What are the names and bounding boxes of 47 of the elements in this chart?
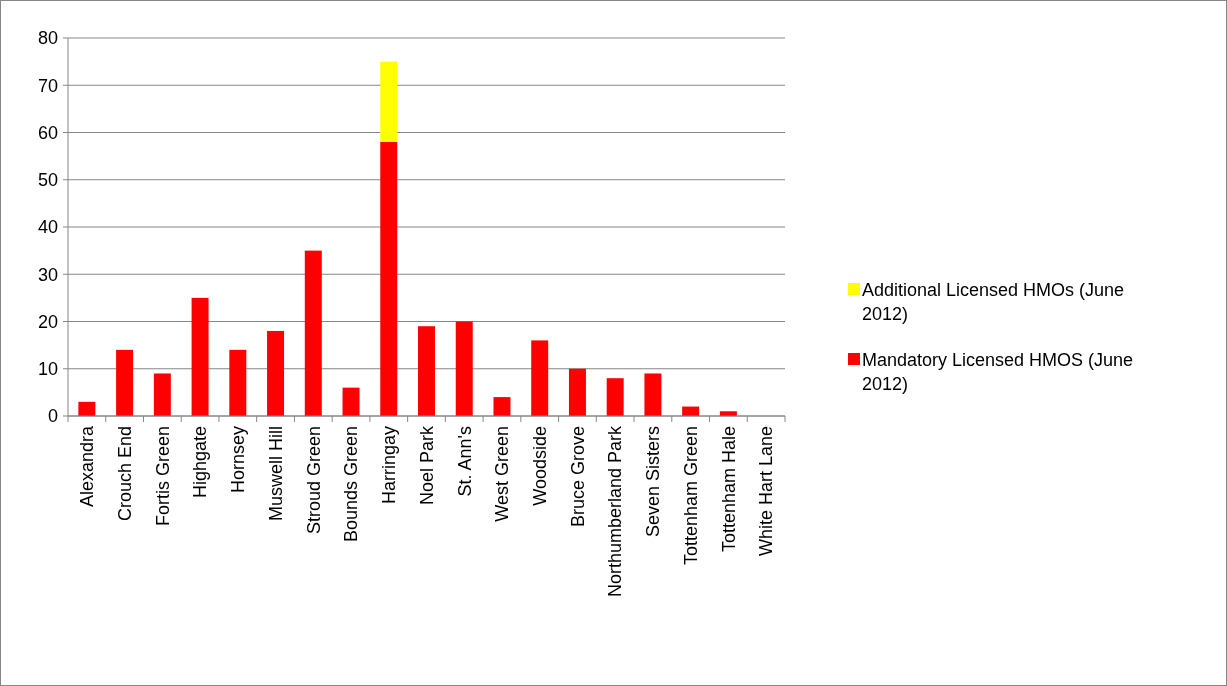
bar [116, 349, 134, 416]
bar [606, 378, 624, 416]
x-tick-label: Tottenham Hale [718, 426, 739, 553]
y-tick-label: 70 [37, 75, 58, 96]
y-tick-label: 10 [37, 359, 58, 380]
x-tick-label: Bounds Green [341, 426, 362, 543]
bar [644, 373, 662, 416]
y-tick-label: 0 [47, 406, 58, 427]
y-tick-label: 60 [37, 122, 58, 143]
bar [229, 349, 247, 416]
x-tick-label: Fortis Green [152, 426, 173, 527]
legend-label: Mandatory Licensed HMOS (June 2012) [862, 350, 1134, 395]
y-tick-label: 50 [37, 170, 58, 191]
x-tick-label: Seven Sisters [643, 426, 664, 538]
x-tick-label: Harringay [379, 426, 400, 505]
bar [531, 340, 549, 416]
x-tick-label: Northumberland Park [605, 425, 626, 598]
bar [191, 297, 209, 416]
bar [418, 326, 435, 416]
x-tick-label: Stroud Green [303, 426, 324, 535]
x-tick-label: Bruce Grove [567, 426, 588, 528]
x-tick-label: Muswell Hill [265, 426, 286, 522]
x-tick-label: Woodside [530, 426, 551, 506]
x-tick-label: West Green [492, 426, 513, 522]
y-tick-label: 30 [37, 264, 58, 285]
x-tick-label: Hornsey [228, 426, 249, 494]
x-tick-label: Alexandra [77, 425, 98, 508]
bar [267, 330, 285, 416]
y-tick-label: 40 [37, 217, 58, 238]
bar [568, 368, 586, 416]
x-tick-label: St. Ann's [454, 426, 475, 497]
x-tick-label: Noel Park [416, 425, 437, 506]
bar [380, 141, 398, 416]
x-tick-label: Tottenham Green [680, 426, 701, 566]
bar [455, 321, 473, 416]
y-tick-label: 80 [37, 28, 58, 49]
bar [380, 61, 398, 142]
y-tick-label: 20 [37, 311, 58, 332]
x-tick-label: Highgate [190, 426, 211, 499]
bar [493, 397, 511, 416]
legend-label: Additional Licensed HMOs (June 2012) [862, 280, 1125, 325]
x-tick-label: White Hart Lane [756, 426, 777, 557]
bar [78, 401, 96, 416]
bar [153, 373, 171, 416]
bar [304, 250, 322, 416]
bar [342, 387, 360, 416]
x-tick-label: Crouch End [114, 426, 135, 522]
